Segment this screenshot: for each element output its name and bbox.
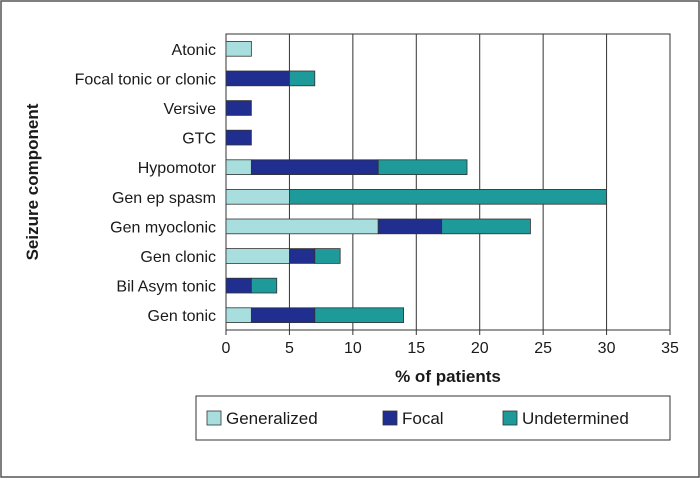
x-tick-label-0: 0 [222, 340, 231, 357]
category-label-focal-tonic-or-clonic: Focal tonic or clonic [75, 71, 216, 88]
category-labels: Atonic Focal tonic or clonic Versive GTC Hyp… [75, 42, 217, 325]
bar-hypomotor-generalized [225, 159, 252, 176]
bar-gen-myoclonic-generalized [225, 218, 379, 235]
legend-swatch-generalized [206, 410, 222, 426]
x-tick-label-15: 15 [407, 340, 425, 357]
category-label-gtc: GTC [182, 131, 216, 148]
bar-gen-ep-spasm-generalized [225, 188, 290, 205]
legend-label-undetermined: Undetermined [522, 409, 629, 428]
category-label-gen-ep-spasm: Gen ep spasm [112, 190, 216, 207]
category-label-gen-clonic: Gen clonic [140, 249, 216, 266]
bar-gen-clonic-focal [289, 248, 316, 264]
bar-gen-ep-spasm-undetermined [289, 188, 607, 205]
bar-versive-focal [225, 100, 252, 116]
category-label-gen-myoclonic: Gen myoclonic [110, 219, 216, 236]
bar-gen-tonic-generalized [225, 307, 252, 323]
x-axis-title: % of patients [395, 367, 501, 386]
bar-focal-tonic-or-clonic-focal [225, 70, 290, 87]
bar-gen-clonic-undetermined [314, 248, 341, 264]
bar-gen-myoclonic-undetermined [441, 218, 531, 235]
legend-swatch-focal [382, 410, 398, 426]
bar-atonic-generalized [225, 41, 252, 57]
bar-gen-clonic-generalized [225, 248, 290, 264]
bar-gen-tonic-undetermined [314, 307, 404, 323]
category-label-bil-asym-tonic: Bil Asym tonic [116, 279, 216, 296]
x-tick-label-30: 30 [598, 340, 616, 357]
x-tick-label-5: 5 [285, 340, 294, 357]
category-label-atonic: Atonic [172, 42, 216, 59]
bar-gtc-focal [225, 129, 252, 146]
y-axis-title: Seizure component [23, 103, 42, 260]
legend-label-generalized: Generalized [226, 409, 318, 428]
x-tick-label-10: 10 [344, 340, 362, 357]
legend-swatch-undetermined [502, 410, 518, 426]
bar-focal-tonic-or-clonic-undetermined [289, 70, 316, 87]
bar-hypomotor-focal [250, 159, 379, 176]
legend: Generalized Focal Undetermined [206, 409, 629, 428]
category-label-versive: Versive [164, 101, 217, 118]
plot-area-frame [225, 33, 671, 331]
bar-bil-asym-tonic-undetermined [250, 277, 278, 294]
bar-hypomotor-undetermined [377, 159, 468, 176]
legend-box [195, 395, 671, 441]
category-label-hypomotor: Hypomotor [138, 160, 217, 177]
category-label-gen-tonic: Gen tonic [148, 308, 216, 325]
x-tick-label-25: 25 [534, 340, 552, 357]
x-tick-label-35: 35 [661, 340, 679, 357]
bar-gen-myoclonic-focal [377, 218, 443, 235]
bar-gen-tonic-focal [250, 307, 316, 323]
bars [225, 41, 607, 323]
bar-bil-asym-tonic-focal [225, 277, 252, 294]
legend-label-focal: Focal [402, 409, 444, 428]
x-tick-labels: 0 5 10 15 20 25 30 35 [222, 330, 679, 357]
x-tick-label-20: 20 [471, 340, 489, 357]
